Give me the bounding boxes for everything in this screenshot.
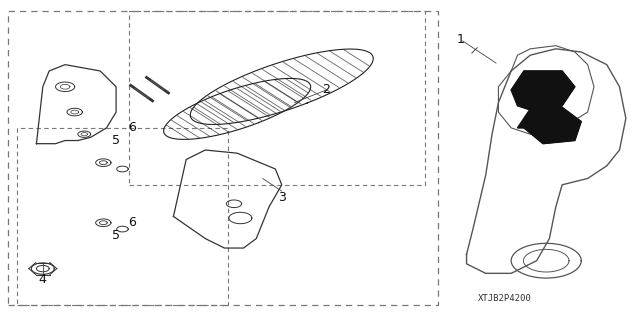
Text: 5: 5 — [112, 134, 120, 147]
Text: 6: 6 — [128, 216, 136, 229]
Text: 3: 3 — [278, 191, 285, 204]
Text: XTJB2P4200: XTJB2P4200 — [478, 294, 532, 303]
Polygon shape — [511, 71, 575, 112]
Text: 2: 2 — [323, 84, 330, 96]
Text: 4: 4 — [39, 273, 47, 286]
Text: 5: 5 — [112, 229, 120, 242]
Polygon shape — [518, 103, 581, 144]
Text: 6: 6 — [128, 121, 136, 134]
Text: 1: 1 — [456, 33, 464, 46]
